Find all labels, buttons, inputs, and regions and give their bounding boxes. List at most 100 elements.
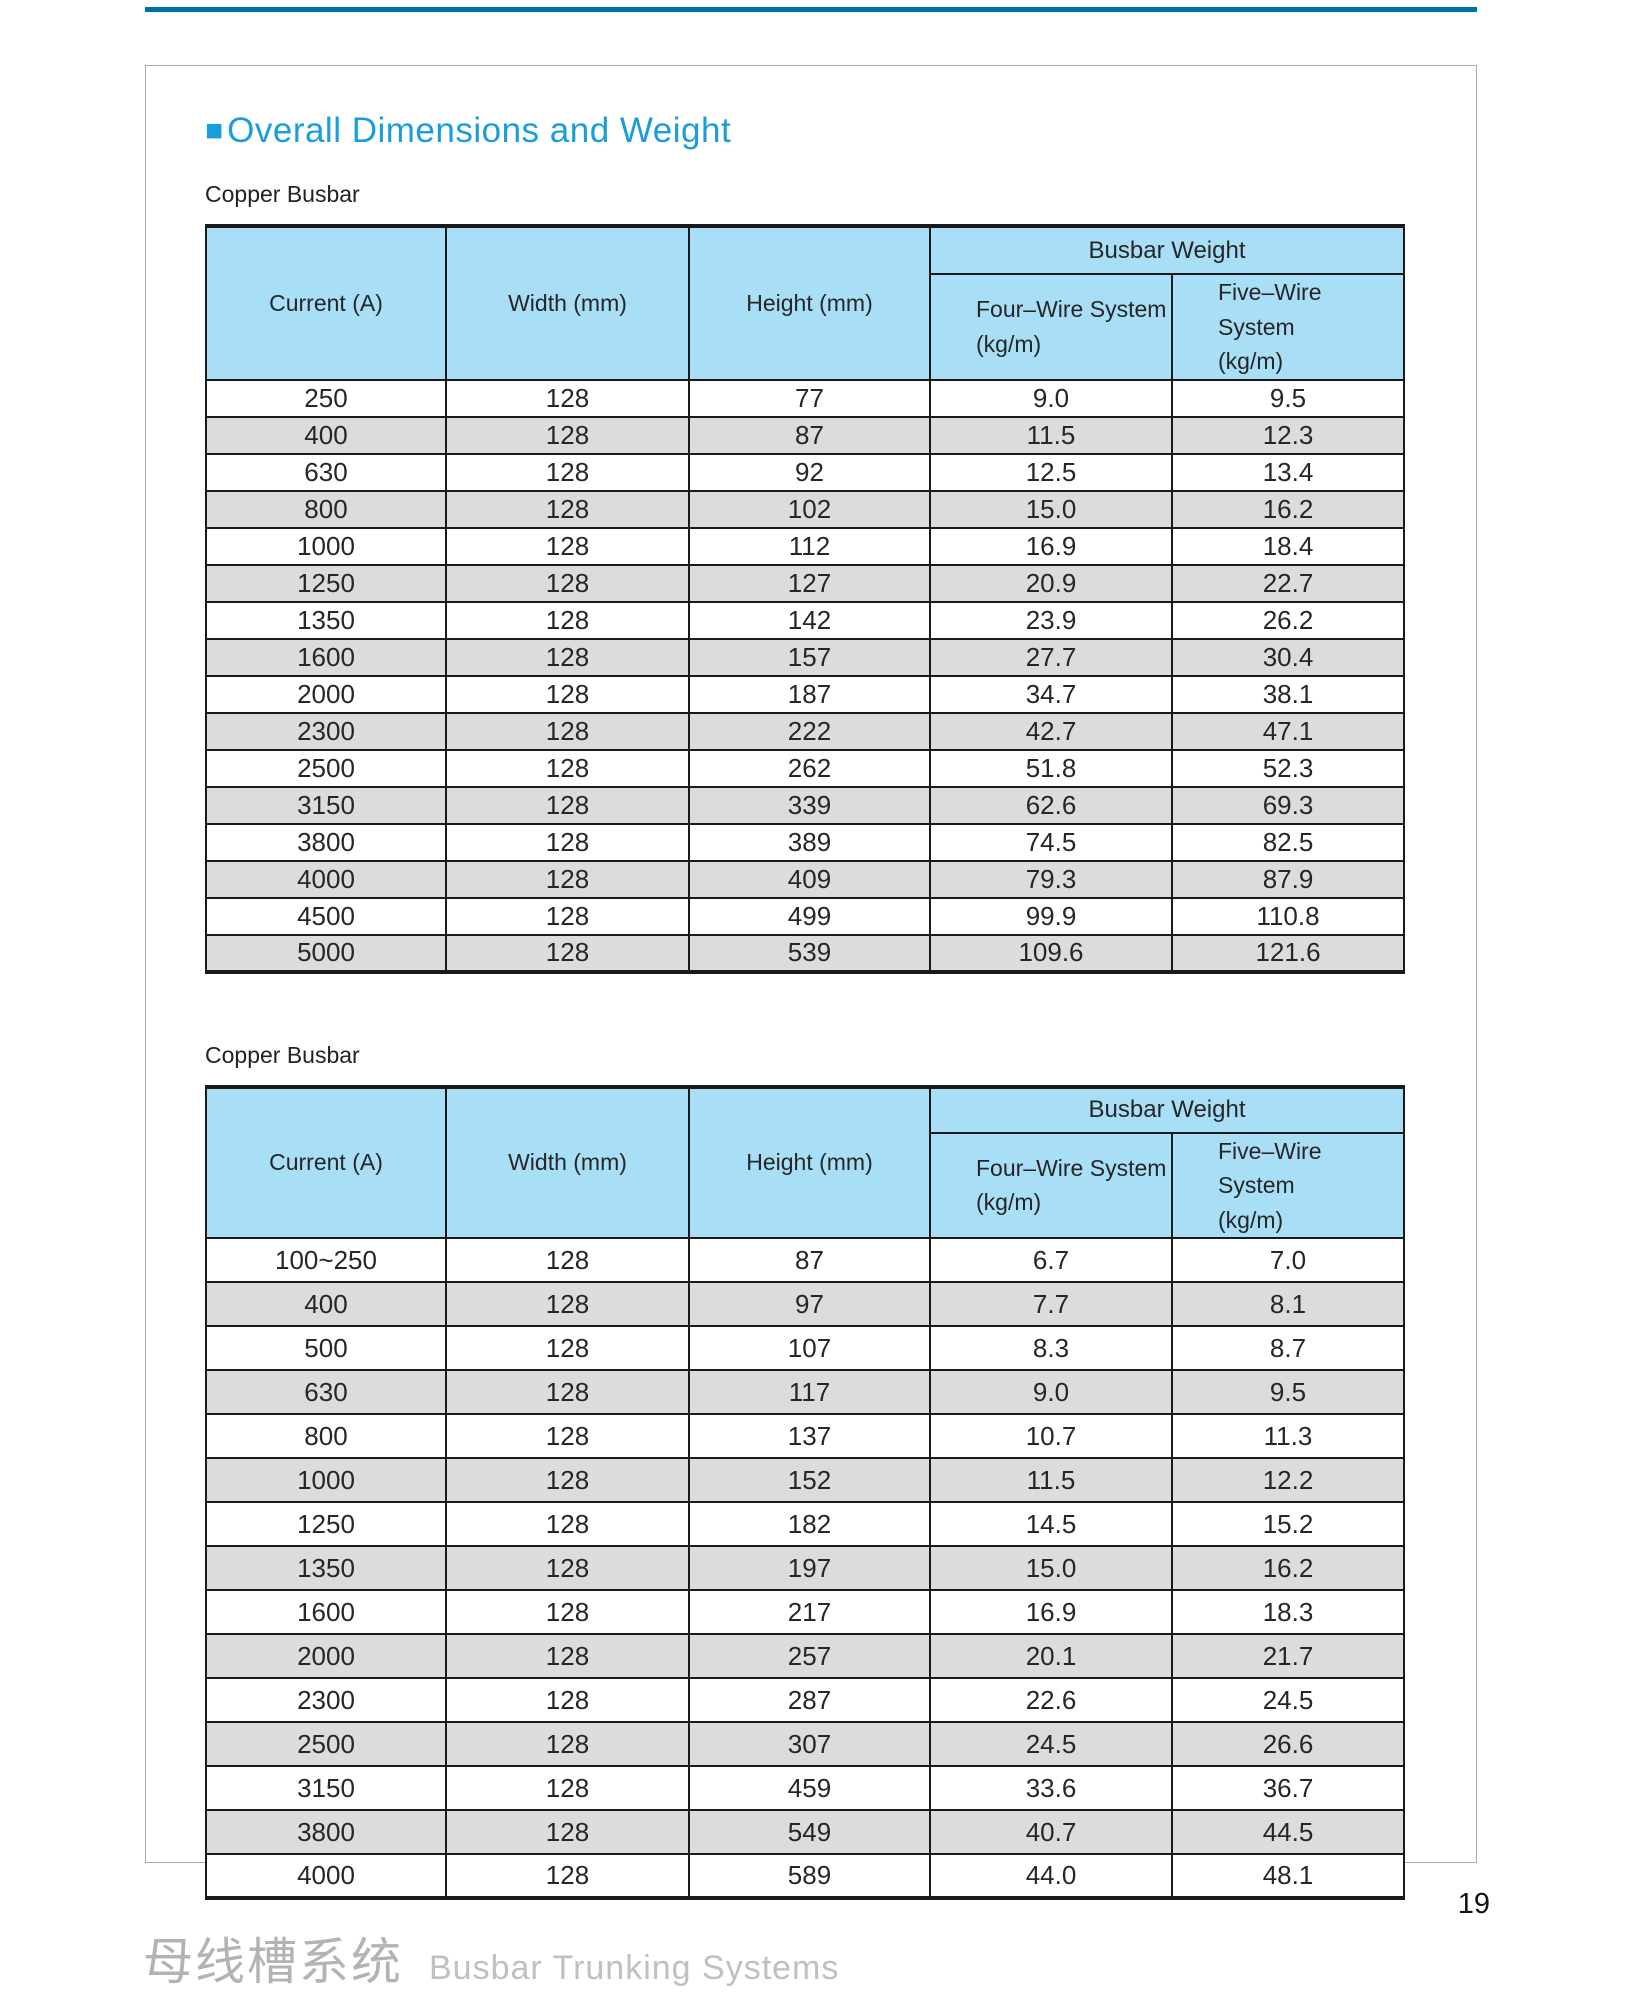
header-width: Width (mm)	[445, 225, 690, 381]
table-row: 2300 128 287 22.6 24.5	[205, 1677, 1406, 1723]
header-height: Height (mm)	[688, 1085, 931, 1239]
table-cell: 12.5	[929, 452, 1173, 492]
header-four-wire-label: Four–Wire System	[976, 296, 1167, 323]
table-cell: 128	[445, 1545, 690, 1591]
table-cell: 307	[688, 1721, 931, 1767]
table-row: 1250 128 127 20.9 22.7	[205, 563, 1406, 603]
table-row: 500 128 107 8.3 8.7	[205, 1325, 1406, 1371]
header-four-wire-unit: (kg/m)	[976, 1189, 1042, 1216]
table-cell: 99.9	[929, 896, 1173, 936]
table-cell: 87	[688, 1237, 931, 1283]
table-cell: 128	[445, 1501, 690, 1547]
header-busbar-weight: Busbar Weight	[928, 225, 1406, 275]
table-cell: 8.3	[929, 1325, 1173, 1371]
table-cell: 128	[445, 933, 690, 973]
table-cell: 1350	[205, 600, 447, 640]
table-row: 630 128 92 12.5 13.4	[205, 452, 1406, 492]
top-accent-line	[145, 7, 1477, 12]
table-cell: 40.7	[929, 1809, 1173, 1855]
table-row: 3150 128 459 33.6 36.7	[205, 1765, 1406, 1811]
table-cell: 4000	[205, 859, 447, 899]
table-cell: 127	[688, 563, 931, 603]
table-cell: 128	[445, 378, 690, 418]
table-cell: 128	[445, 489, 690, 529]
table-cell: 8.1	[1170, 1281, 1406, 1327]
table-cell: 13.4	[1170, 452, 1406, 492]
table-cell: 44.0	[929, 1853, 1173, 1899]
table-row: 400 128 87 11.5 12.3	[205, 415, 1406, 455]
table-cell: 9.5	[1170, 378, 1406, 418]
table-cell: 14.5	[929, 1501, 1173, 1547]
table-row: 2000 128 257 20.1 21.7	[205, 1633, 1406, 1679]
table-cell: 20.9	[929, 563, 1173, 603]
table-row: 3800 128 389 74.5 82.5	[205, 822, 1406, 862]
table-cell: 128	[445, 1369, 690, 1415]
table-cell: 128	[445, 1281, 690, 1327]
table-cell: 262	[688, 748, 931, 788]
table-cell: 128	[445, 1853, 690, 1899]
table-cell: 38.1	[1170, 674, 1406, 714]
table-row: 2300 128 222 42.7 47.1	[205, 711, 1406, 751]
table-cell: 800	[205, 489, 447, 529]
table-cell: 389	[688, 822, 931, 862]
content-card: ■ Overall Dimensions and Weight Copper B…	[145, 65, 1477, 1900]
table-cell: 128	[445, 822, 690, 862]
table-cell: 4500	[205, 896, 447, 936]
table-cell: 800	[205, 1413, 447, 1459]
table-cell: 142	[688, 600, 931, 640]
table-cell: 128	[445, 637, 690, 677]
footer-english-title: Busbar Trunking Systems	[429, 1949, 840, 1987]
table-cell: 92	[688, 452, 931, 492]
table2-header: Current (A) Width (mm) Height (mm) Busba…	[205, 1085, 1406, 1239]
table1-header: Current (A) Width (mm) Height (mm) Busba…	[205, 225, 1406, 381]
table-cell: 24.5	[929, 1721, 1173, 1767]
table-cell: 30.4	[1170, 637, 1406, 677]
table-cell: 23.9	[929, 600, 1173, 640]
table-cell: 2300	[205, 711, 447, 751]
table-cell: 409	[688, 859, 931, 899]
table-cell: 15.2	[1170, 1501, 1406, 1547]
table-cell: 128	[445, 1633, 690, 1679]
table-cell: 62.6	[929, 785, 1173, 825]
header-width: Width (mm)	[445, 1085, 690, 1239]
table-cell: 539	[688, 933, 931, 973]
table2-body: 100~250 128 87 6.7 7.0 400 128 97 7.7 8.1 500 128 10…	[205, 1237, 1406, 1899]
table-cell: 11.5	[929, 415, 1173, 455]
table-cell: 107	[688, 1325, 931, 1371]
header-five-wire: Five–Wire System (kg/m)	[1170, 1131, 1406, 1239]
table-cell: 9.0	[929, 1369, 1173, 1415]
table-cell: 48.1	[1170, 1853, 1406, 1899]
table-cell: 197	[688, 1545, 931, 1591]
table-cell: 187	[688, 674, 931, 714]
table-cell: 97	[688, 1281, 931, 1327]
table-cell: 152	[688, 1457, 931, 1503]
table-cell: 630	[205, 1369, 447, 1415]
table-cell: 339	[688, 785, 931, 825]
table-cell: 112	[688, 526, 931, 566]
table-cell: 16.9	[929, 1589, 1173, 1635]
table-cell: 12.3	[1170, 415, 1406, 455]
table-cell: 128	[445, 1325, 690, 1371]
table-row: 4500 128 499 99.9 110.8	[205, 896, 1406, 936]
table-cell: 21.7	[1170, 1633, 1406, 1679]
content-area: ■ Overall Dimensions and Weight Copper B…	[146, 66, 1476, 1900]
table-cell: 7.7	[929, 1281, 1173, 1327]
copper-busbar-table-1: Current (A) Width (mm) Height (mm) Busba…	[205, 224, 1406, 974]
page-number: 19	[1457, 1888, 1490, 1920]
table-cell: 10.7	[929, 1413, 1173, 1459]
table-cell: 11.5	[929, 1457, 1173, 1503]
table1-body: 250 128 77 9.0 9.5 400 128 87 11.5 12.3 630 128 92 12…	[205, 378, 1406, 973]
header-four-wire: Four–Wire System (kg/m)	[929, 1131, 1173, 1239]
table-row: 3150 128 339 62.6 69.3	[205, 785, 1406, 825]
table-row: 1600 128 157 27.7 30.4	[205, 637, 1406, 677]
table-cell: 22.6	[929, 1677, 1173, 1723]
header-four-wire-unit: (kg/m)	[976, 330, 1042, 357]
table1-label: Copper Busbar	[205, 181, 360, 207]
table-row: 630 128 117 9.0 9.5	[205, 1369, 1406, 1415]
table-cell: 9.0	[929, 378, 1173, 418]
header-five-wire-unit: (kg/m)	[1218, 348, 1284, 374]
table-cell: 128	[445, 1237, 690, 1283]
table-cell: 549	[688, 1809, 931, 1855]
table-cell: 3800	[205, 1809, 447, 1855]
table-row: 1000 128 112 16.9 18.4	[205, 526, 1406, 566]
